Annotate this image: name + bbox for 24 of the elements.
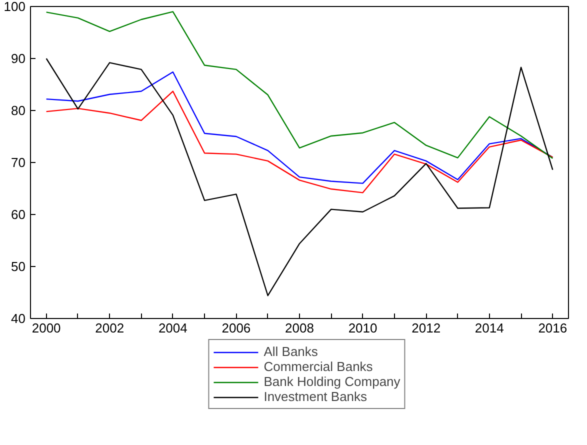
y-tick-label: 40 bbox=[11, 311, 26, 326]
y-tick-label: 100 bbox=[4, 0, 26, 14]
x-tick-label: 2000 bbox=[32, 320, 61, 336]
line-series bbox=[46, 90, 554, 194]
y-tick-label: 70 bbox=[11, 155, 26, 170]
x-tick-label: 2008 bbox=[285, 320, 314, 336]
y-tick-label: 50 bbox=[11, 259, 26, 274]
legend-label: Bank Holding Company bbox=[264, 374, 400, 389]
y-tick-label: 80 bbox=[11, 103, 26, 118]
x-tick-label: 2004 bbox=[158, 320, 188, 336]
legend-label: Investment Banks bbox=[264, 389, 368, 404]
x-tick-label: 2016 bbox=[538, 320, 568, 336]
x-tick-label: 2002 bbox=[95, 320, 124, 336]
x-tick-label: 2012 bbox=[412, 320, 441, 336]
y-tick-label: 90 bbox=[11, 51, 26, 66]
line-series bbox=[46, 11, 554, 159]
x-tick-label: 2010 bbox=[348, 320, 378, 336]
line-series bbox=[46, 71, 554, 184]
legend-label: Commercial Banks bbox=[264, 359, 373, 374]
y-tick-label: 60 bbox=[11, 207, 26, 222]
legend-label: All Banks bbox=[264, 344, 318, 359]
line-series bbox=[46, 58, 554, 296]
x-tick-label: 2014 bbox=[474, 320, 504, 336]
x-tick-label: 2006 bbox=[222, 320, 251, 336]
